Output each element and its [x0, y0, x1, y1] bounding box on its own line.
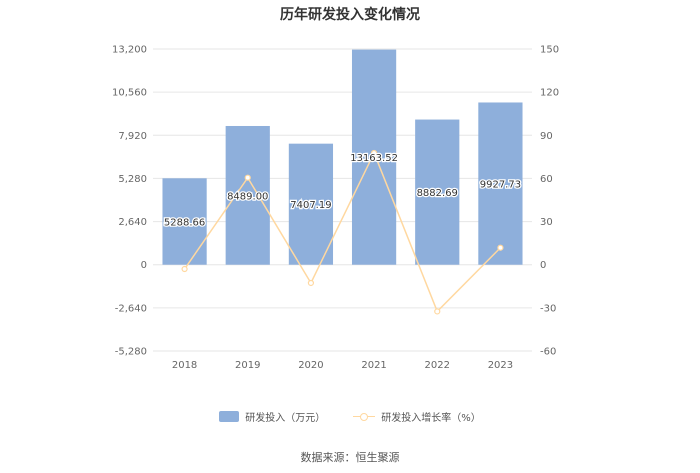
x-tick-label: 2023	[488, 360, 513, 371]
chart-title: 历年研发投入变化情况	[280, 7, 420, 23]
x-tick-label: 2022	[425, 360, 450, 371]
legend-bar-label: 研发投入（万元）	[245, 413, 326, 424]
y-left-tick-label: 13,200	[112, 45, 147, 56]
bar	[288, 143, 334, 265]
bar-data-label: 13163.52	[350, 153, 398, 164]
legend-line-label: 研发投入增长率（%）	[381, 413, 481, 424]
y-left-tick-label: 10,560	[112, 88, 147, 99]
y-left-tick-label: 0	[141, 260, 147, 271]
y-right-tick-label: -60	[540, 347, 556, 358]
x-tick-label: 2021	[361, 360, 386, 371]
y-right-tick-label: 30	[540, 217, 553, 228]
bar-data-label: 5288.66	[164, 218, 205, 229]
line-point	[370, 149, 378, 157]
x-tick-label: 2018	[172, 360, 197, 371]
bar	[415, 119, 460, 265]
bar	[225, 125, 270, 265]
bar-data-label: 8882.69	[417, 188, 458, 199]
x-tick-label: 2019	[235, 360, 260, 371]
bar-data-label: 9927.73	[480, 180, 521, 191]
y-right-tick-label: 60	[540, 174, 553, 185]
bar	[162, 178, 207, 265]
x-tick-label: 2020	[298, 360, 323, 371]
bar-data-label: 7407.19	[290, 200, 331, 211]
y-right-tick-label: 90	[540, 131, 553, 142]
y-right-tick-label: 120	[540, 88, 559, 99]
y-right-tick-label: -30	[540, 303, 556, 314]
legend-item-bar[interactable]: 研发投入（万元）	[219, 409, 325, 424]
line-point	[307, 279, 315, 287]
growth-line	[183, 151, 501, 313]
line-point	[497, 244, 504, 251]
y-left-tick-label: 7,920	[118, 131, 147, 142]
legend-bar-swatch	[219, 411, 240, 422]
data-source: 数据来源：恒生聚源	[300, 451, 400, 464]
line-point	[244, 174, 251, 181]
bar-data-label: 8489.00	[227, 191, 268, 202]
y-right-tick-label: 150	[540, 45, 559, 56]
y-left-tick-label: 2,640	[118, 217, 147, 228]
bar	[478, 102, 523, 265]
line-point	[181, 265, 188, 273]
line-point	[434, 308, 441, 315]
y-left-tick-label: 5,280	[118, 174, 147, 185]
y-left-tick-label: -2,640	[115, 303, 147, 314]
legend-line-swatch	[353, 411, 376, 422]
y-left-tick-label: -5,280	[115, 347, 147, 358]
bar	[351, 49, 397, 265]
chart-legend: 研发投入（万元） 研发投入增长率（%）	[0, 409, 700, 424]
legend-item-line[interactable]: 研发投入增长率（%）	[353, 409, 481, 424]
y-right-tick-label: 0	[540, 260, 546, 271]
